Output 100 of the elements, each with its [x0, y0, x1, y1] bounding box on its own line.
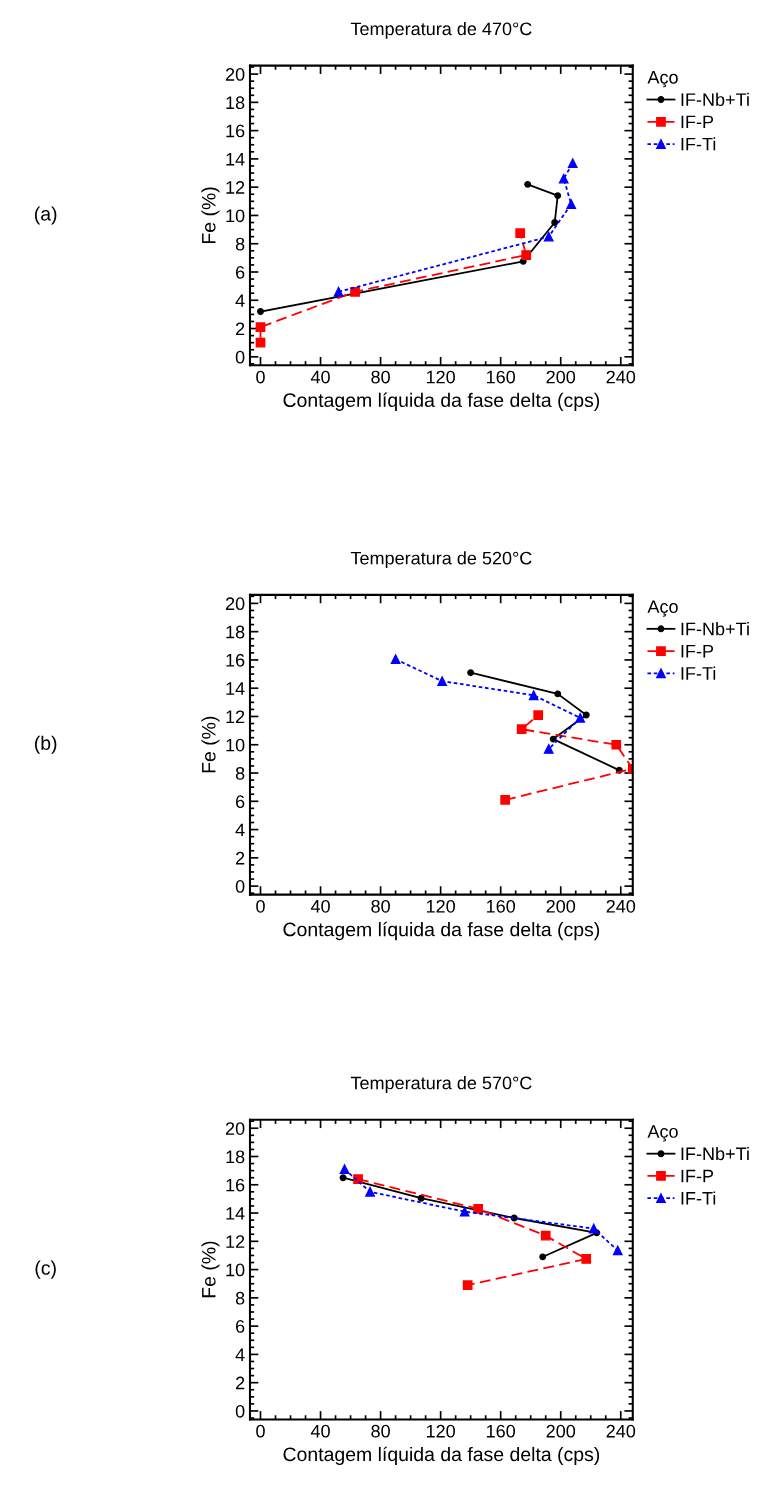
point [540, 1230, 551, 1241]
point [554, 690, 562, 698]
point [339, 1164, 350, 1175]
y-tick-label: 20 [225, 68, 245, 81]
x-tick-label: 40 [310, 1424, 330, 1438]
point [515, 228, 526, 238]
x-tick-label: 200 [546, 370, 576, 384]
x-tick-label: 120 [426, 370, 455, 384]
y-tick-label: 0 [235, 880, 245, 893]
y-tick-label: 14 [226, 1207, 245, 1220]
point [255, 337, 266, 348]
y-tick-label: 0 [235, 350, 245, 364]
x-tick-label: 80 [371, 370, 390, 384]
point [459, 1206, 470, 1217]
y-tick-label: 12 [226, 181, 245, 194]
x-tick-label: 160 [486, 370, 516, 384]
y-tick-label: 20 [225, 597, 245, 611]
point [567, 158, 578, 169]
point [467, 669, 475, 677]
point [516, 724, 527, 735]
x-tick-label: 160 [486, 1424, 516, 1438]
point [533, 710, 544, 720]
legend-title: Aço [647, 600, 678, 617]
y-tick-label: 10 [226, 738, 245, 752]
point [500, 795, 511, 805]
y-axis-title: Fe (%) [201, 1241, 220, 1298]
point [339, 1174, 347, 1182]
legend-label: IF-Ti [681, 1191, 716, 1205]
y-tick-label: 4 [235, 1348, 245, 1361]
y-tick-label: 18 [226, 625, 245, 639]
y-tick-label: 8 [235, 237, 245, 251]
point [539, 1253, 547, 1261]
point [543, 231, 554, 242]
text: (c) [35, 1260, 56, 1279]
point [333, 286, 344, 297]
x-tick-label: 120 [426, 1424, 455, 1438]
y-tick-label: 4 [235, 294, 245, 307]
point [255, 322, 266, 332]
y-tick-label: 8 [235, 766, 245, 780]
x-tick-label: 240 [606, 1424, 636, 1438]
y-tick-label: 2 [236, 851, 245, 865]
legend-label: IF-P [681, 1169, 714, 1183]
y-tick-label: 16 [226, 124, 245, 138]
point [582, 711, 590, 719]
x-tick-label: 0 [256, 1424, 265, 1438]
y-tick-label: 8 [235, 1291, 245, 1305]
point [437, 676, 447, 687]
point [524, 180, 532, 188]
y-tick-label: 18 [226, 96, 245, 110]
legend-title: Aço [647, 1125, 678, 1142]
x-tick-label: 160 [486, 899, 516, 913]
y-tick-label: 0 [235, 1404, 245, 1418]
point [554, 192, 562, 200]
point [612, 1245, 623, 1256]
y-tick-label: 10 [226, 1263, 245, 1277]
legend-label: IF-Nb+Ti [681, 92, 749, 107]
x-axis-title: Contagem líquida da fase delta (cps) [283, 392, 600, 411]
y-tick-label: 14 [226, 682, 245, 695]
y-axis-title: Fe (%) [201, 187, 220, 244]
x-tick-label: 200 [546, 1424, 576, 1438]
x-tick-label: 120 [426, 899, 455, 913]
x-tick-label: 240 [606, 370, 636, 384]
point [473, 1203, 484, 1214]
point [417, 1194, 425, 1202]
y-tick-label: 12 [226, 1235, 245, 1248]
y-tick-label: 10 [226, 209, 245, 223]
x-tick-label: 80 [371, 1424, 390, 1438]
x-axis-title: Contagem líquida da fase delta (cps) [283, 1446, 600, 1466]
point [581, 1254, 592, 1264]
point [551, 219, 559, 226]
chart-title: Temperatura de 570°C [350, 1076, 532, 1093]
point [462, 1280, 473, 1290]
x-axis-title: Contagem líquida da fase delta (cps) [283, 921, 600, 941]
point [257, 308, 264, 316]
y-tick-label: 6 [236, 265, 245, 279]
chart-title: Temperatura de 520°C [350, 551, 532, 569]
x-tick-label: 40 [310, 899, 330, 913]
point [611, 739, 622, 750]
y-tick-label: 2 [236, 322, 245, 336]
point [390, 654, 401, 665]
x-tick-label: 80 [371, 899, 390, 913]
x-tick-label: 0 [256, 899, 265, 913]
point [566, 199, 577, 210]
legend-title: Aço [647, 71, 678, 88]
y-tick-label: 14 [226, 153, 245, 166]
legend-label: IF-P [681, 644, 714, 658]
legend-label: IF-Ti [681, 137, 716, 151]
x-tick-label: 240 [606, 899, 636, 913]
point [350, 286, 360, 297]
point [365, 1186, 375, 1197]
y-axis-title: Fe (%) [201, 716, 220, 773]
point [528, 690, 539, 701]
x-tick-label: 0 [256, 370, 265, 384]
point [575, 713, 586, 723]
text: (b) [34, 735, 57, 754]
y-tick-label: 6 [236, 1320, 245, 1333]
legend-label: IF-Nb+Ti [681, 622, 749, 636]
y-tick-label: 18 [226, 1150, 245, 1164]
y-tick-label: 20 [225, 1122, 245, 1135]
text: (a) [34, 206, 57, 225]
